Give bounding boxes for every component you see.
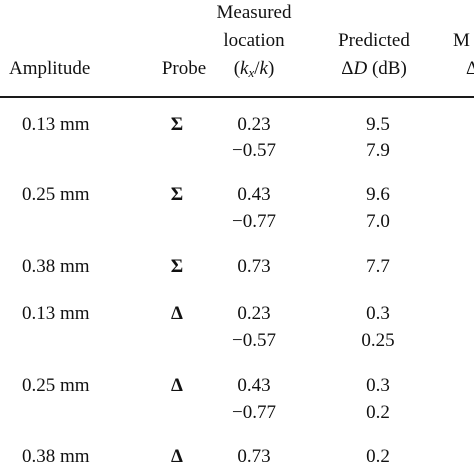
cell-location: 0.23 bbox=[237, 303, 271, 324]
header-rule bbox=[0, 96, 474, 98]
cell-predicted: 7.7 bbox=[366, 256, 390, 277]
cell-amplitude: 0.38 mm bbox=[22, 256, 90, 277]
cell-location: −0.57 bbox=[232, 140, 276, 161]
cell-amplitude: 0.25 mm bbox=[22, 184, 90, 205]
cell-probe: Δ bbox=[171, 303, 183, 324]
header-predicted-line1: Predicted bbox=[338, 30, 410, 51]
header-measured-partial-line1: M bbox=[453, 30, 470, 51]
cell-location: 0.73 bbox=[237, 446, 271, 467]
cell-amplitude: 0.38 mm bbox=[22, 446, 90, 467]
header-probe: Probe bbox=[161, 58, 207, 79]
cell-amplitude: 0.13 mm bbox=[22, 114, 90, 135]
cell-predicted: 0.2 bbox=[366, 446, 390, 467]
header-measured-partial-line2: Δ bbox=[466, 58, 474, 79]
cell-predicted: 0.25 bbox=[361, 330, 395, 351]
cell-predicted: 0.2 bbox=[366, 402, 390, 423]
cell-probe: Σ bbox=[170, 184, 184, 205]
cell-location: 0.43 bbox=[237, 375, 271, 396]
cell-predicted: 9.5 bbox=[366, 114, 390, 135]
header-location-line1: Measured bbox=[216, 2, 292, 23]
cell-probe: Δ bbox=[171, 375, 183, 396]
cell-predicted: 0.3 bbox=[366, 303, 390, 324]
cell-predicted: 7.9 bbox=[366, 140, 390, 161]
cell-probe: Σ bbox=[170, 256, 184, 277]
cell-location: −0.77 bbox=[232, 402, 276, 423]
header-predicted-line2: ΔD (dB) bbox=[341, 58, 407, 79]
header-location-line2: location bbox=[223, 30, 285, 51]
cell-predicted: 7.0 bbox=[366, 211, 390, 232]
cell-amplitude: 0.25 mm bbox=[22, 375, 90, 396]
header-location-line3: (kx/k) bbox=[233, 58, 275, 80]
cell-location: −0.77 bbox=[232, 211, 276, 232]
cell-predicted: 9.6 bbox=[366, 184, 390, 205]
cell-location: 0.73 bbox=[237, 256, 271, 277]
header-amplitude: Amplitude bbox=[9, 58, 91, 79]
cell-location: 0.43 bbox=[237, 184, 271, 205]
cell-amplitude: 0.13 mm bbox=[22, 303, 90, 324]
cell-probe: Σ bbox=[170, 114, 184, 135]
cell-location: 0.23 bbox=[237, 114, 271, 135]
cell-location: −0.57 bbox=[232, 330, 276, 351]
cell-predicted: 0.3 bbox=[366, 375, 390, 396]
cell-probe: Δ bbox=[171, 446, 183, 467]
